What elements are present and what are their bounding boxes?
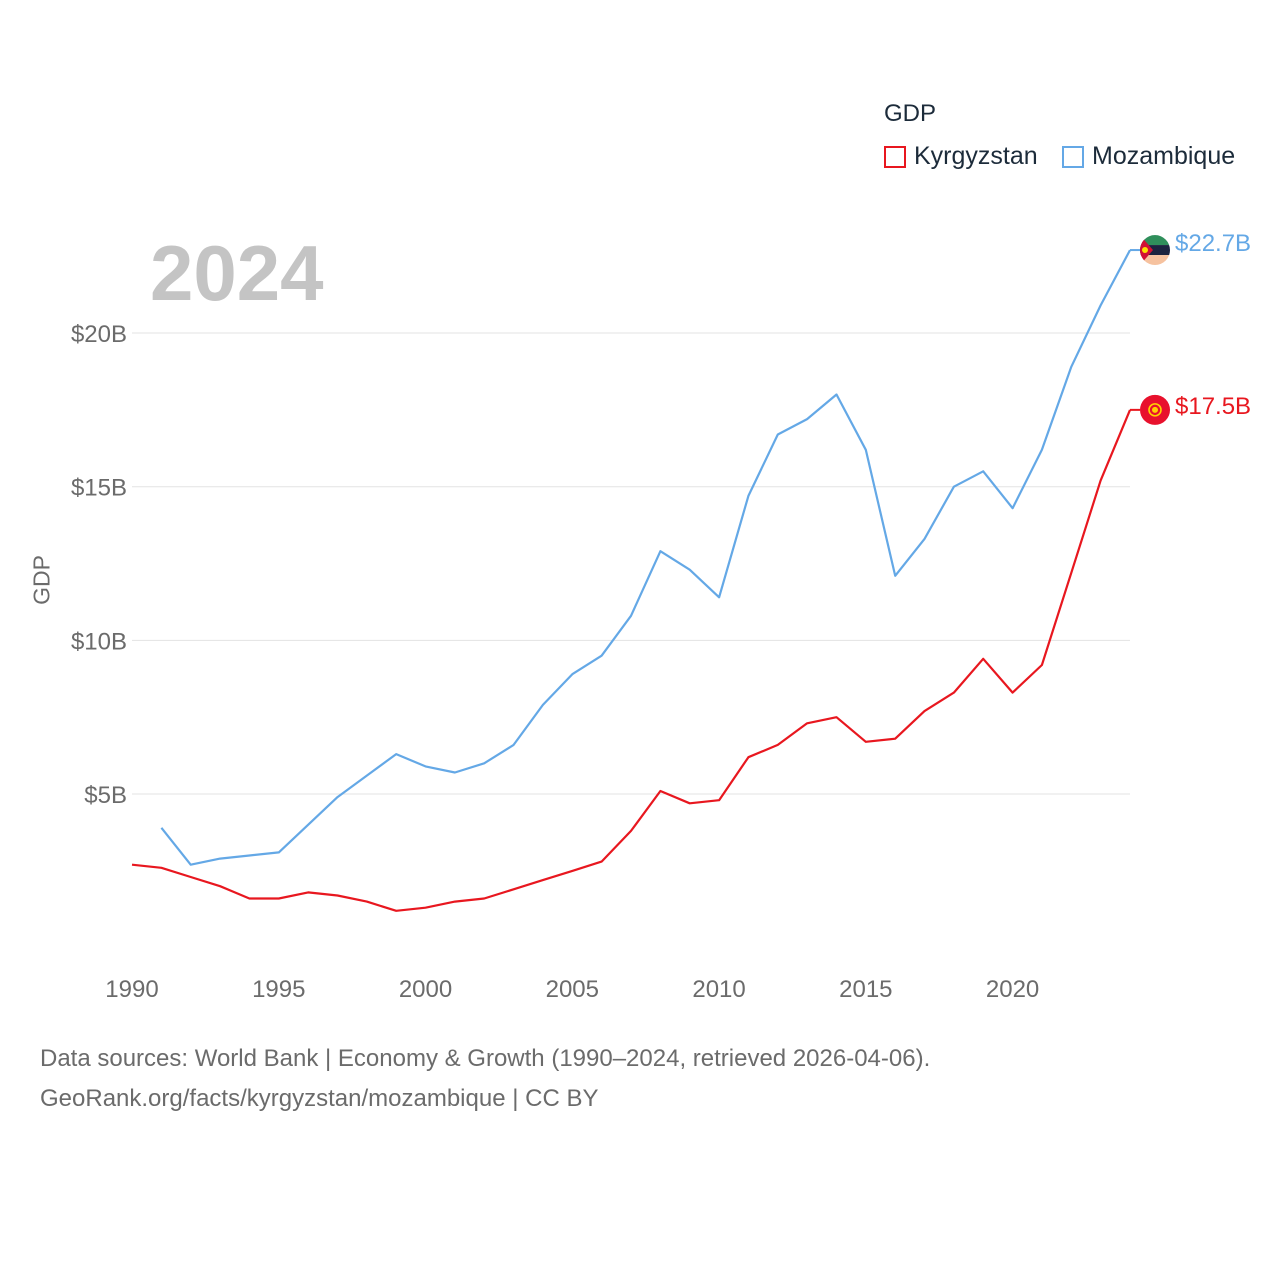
legend-title: GDP: [884, 100, 937, 127]
legend-swatch-mozambique: [1062, 145, 1084, 168]
y-tick-label: $5B: [84, 782, 127, 809]
series-lines: [131, 249, 1132, 912]
end-label-mozambique: $22.7B: [1175, 230, 1252, 257]
footer-sources: Data sources: World Bank | Economy & Gro…: [40, 1045, 931, 1072]
legend-item-mozambique[interactable]: Mozambique: [1062, 142, 1235, 171]
footer-link[interactable]: GeoRank.org/facts/kyrgyzstan/mozambique …: [40, 1085, 599, 1112]
x-tick-label: 2000: [399, 976, 452, 1003]
y-tick-label: $10B: [71, 628, 127, 655]
year-watermark: 2024: [150, 229, 324, 317]
y-tick-label: $15B: [71, 475, 127, 502]
mozambique-flag-icon: [1140, 235, 1170, 266]
x-tick-label: 2005: [546, 976, 599, 1003]
legend-swatch-kyrgyzstan: [884, 145, 906, 168]
series-line-kyrgyzstan[interactable]: [131, 409, 1132, 912]
x-tick-label: 1990: [105, 976, 158, 1003]
x-tick-label: 1995: [252, 976, 305, 1003]
x-tick-label: 2020: [986, 976, 1039, 1003]
y-tick-label: $20B: [71, 321, 127, 348]
y-axis-title: GDP: [28, 555, 55, 605]
x-tick-label: 2015: [839, 976, 892, 1003]
x-axis-tick-labels: 1990 1995 2000 2005 2010 2015 2020: [105, 976, 1039, 1003]
legend-item-kyrgyzstan[interactable]: Kyrgyzstan: [884, 142, 1038, 171]
gridlines: [132, 332, 1130, 795]
legend-label-kyrgyzstan: Kyrgyzstan: [914, 142, 1038, 170]
legend-label-mozambique: Mozambique: [1092, 142, 1236, 170]
kyrgyzstan-flag-icon: [1140, 394, 1170, 425]
series-line-mozambique[interactable]: [160, 249, 1131, 866]
y-axis-tick-labels: $5B $10B $15B $20B: [71, 321, 127, 809]
end-markers: [1130, 235, 1170, 425]
x-tick-label: 2010: [692, 976, 745, 1003]
end-label-kyrgyzstan: $17.5B: [1175, 393, 1252, 420]
